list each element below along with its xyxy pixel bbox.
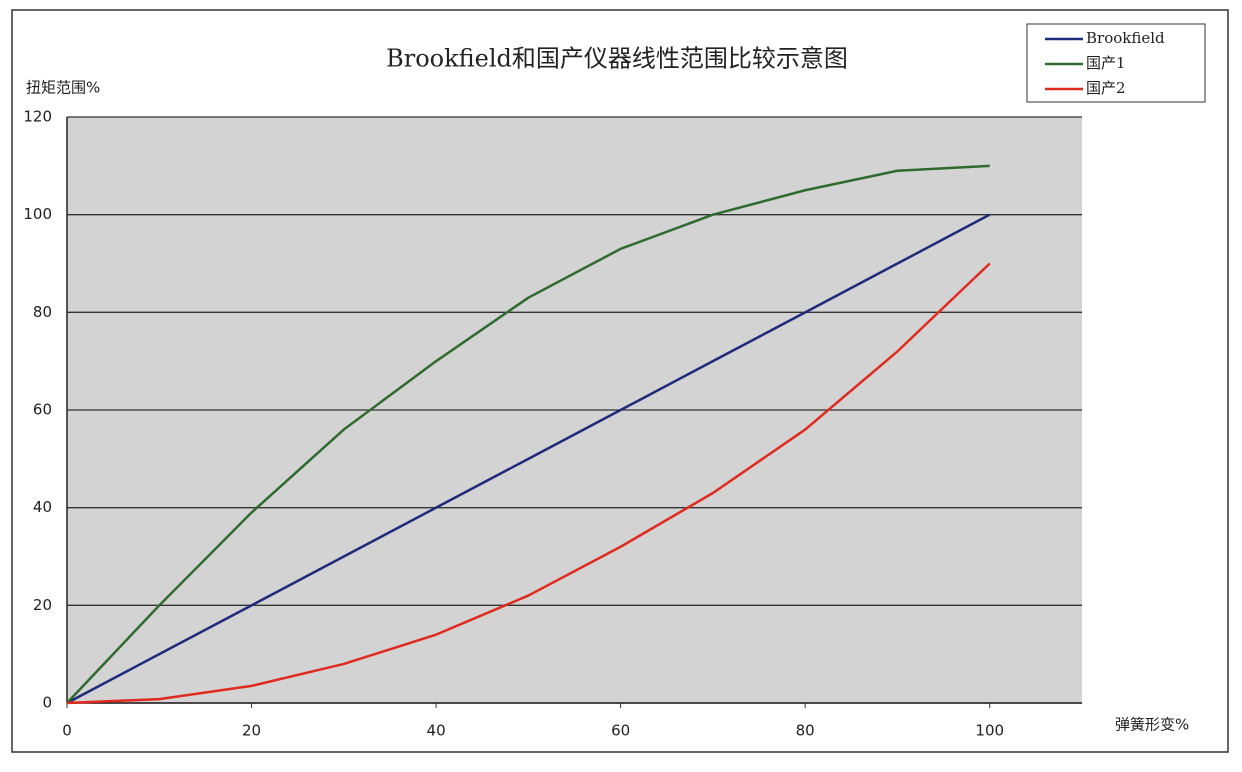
x-tick-label: 20 — [242, 722, 261, 740]
y-tick-label: 40 — [33, 498, 52, 516]
y-tick-label: 60 — [33, 401, 52, 419]
legend-label: 国产1 — [1086, 54, 1126, 72]
x-tick-label: 80 — [796, 722, 815, 740]
x-axis-label: 弹簧形变% — [1115, 716, 1189, 734]
y-tick-label: 20 — [33, 596, 52, 614]
chart-title: Brookfield和国产仪器线性范围比较示意图 — [386, 45, 848, 73]
y-tick-label: 0 — [42, 694, 52, 712]
x-tick-label: 60 — [611, 722, 630, 740]
series-line — [66, 164, 990, 704]
y-axis-label: 扭矩范围% — [26, 79, 100, 97]
x-tick-label: 100 — [975, 722, 1004, 740]
y-tick-label: 100 — [23, 205, 52, 223]
x-tick-label: 40 — [427, 722, 446, 740]
legend-label: Brookfield — [1086, 29, 1165, 47]
series-line — [66, 262, 991, 705]
legend-label: 国产2 — [1086, 79, 1126, 97]
y-tick-label: 80 — [33, 303, 52, 321]
x-tick-label: 0 — [62, 722, 72, 740]
series-line — [66, 213, 991, 705]
y-tick-label: 120 — [23, 108, 52, 126]
